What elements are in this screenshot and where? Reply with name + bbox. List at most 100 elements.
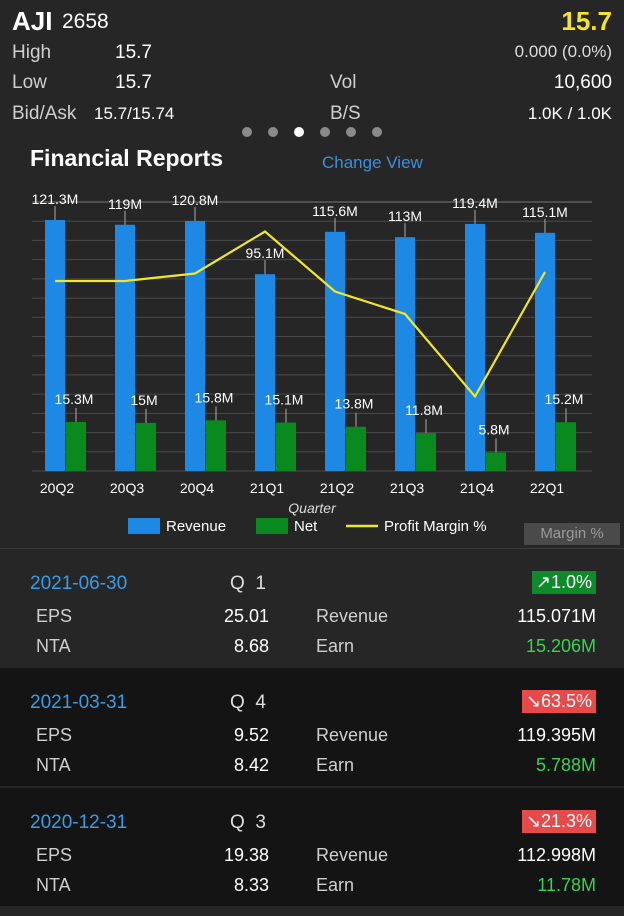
last-price: 15.7 (561, 6, 612, 36)
margin-toggle-button[interactable]: Margin % (524, 523, 620, 545)
revenue-data-label: 121.3M (32, 191, 79, 207)
earn-label: Earn (316, 636, 355, 656)
revenue-label: Revenue (316, 845, 389, 865)
revenue-bar (325, 231, 345, 471)
nta-label: NTA (36, 875, 71, 895)
earn-label: Earn (316, 875, 355, 895)
revenue-label: Revenue (316, 725, 389, 745)
earn-value: 11.78M (537, 875, 596, 895)
change-badge: ↘21.3% (521, 810, 596, 833)
report-date: 2021-03-31 (30, 692, 128, 713)
report-quarter: Q 3 (230, 812, 266, 833)
report-row[interactable]: 2021-06-30 Q 1 ↗1.0% EPS 25.01 Revenue 1… (0, 548, 624, 667)
category-tick-label: 20Q2 (40, 480, 74, 496)
bidask-value: 15.7/15.74 (94, 104, 175, 123)
revenue-data-label: 119M (108, 196, 142, 212)
revenue-data-label: 115.1M (522, 204, 568, 220)
earn-label: Earn (316, 755, 355, 775)
nta-value: 8.68 (233, 636, 269, 656)
revenue-value: 119.395M (517, 725, 596, 745)
eps-label: EPS (36, 606, 73, 626)
page-dot[interactable] (346, 127, 356, 137)
revenue-value: 115.071M (517, 606, 596, 626)
net-data-label: 11.8M (405, 402, 443, 418)
vol-label: Vol (330, 72, 357, 93)
legend-label-net: Net (294, 518, 318, 535)
net-data-label: 15.3M (55, 391, 94, 407)
bs-label: B/S (330, 103, 361, 124)
net-data-label: 15.1M (265, 392, 304, 408)
net-data-label: 5.8M (478, 421, 509, 437)
net-bar (136, 422, 156, 471)
x-axis-label: Quarter (288, 500, 337, 516)
eps-label: EPS (36, 845, 73, 865)
eps-value: 19.38 (223, 845, 269, 865)
net-bar (206, 420, 226, 471)
revenue-bar (255, 274, 275, 471)
net-bar (486, 452, 506, 471)
revenue-bar (535, 232, 555, 471)
report-date: 2020-12-31 (30, 812, 128, 833)
category-tick-label: 21Q1 (250, 480, 284, 496)
report-quarter: Q 4 (230, 692, 266, 713)
net-data-label: 15M (130, 392, 157, 408)
price-change: 0.000 (0.0%) (514, 42, 612, 61)
legend-swatch-net (256, 518, 288, 534)
legend-swatch-revenue (128, 518, 160, 534)
report-date: 2021-06-30 (30, 573, 128, 594)
profit-margin-line (55, 230, 546, 399)
vol-value: 10,600 (553, 72, 612, 93)
net-data-label: 13.8M (335, 396, 374, 412)
net-data-label: 15.8M (195, 389, 234, 405)
revenue-bar (465, 223, 485, 471)
revenue-bar (45, 220, 65, 471)
change-view-link[interactable]: Change View (322, 153, 423, 172)
net-bar (346, 426, 366, 471)
financial-chart: 121.3M 15.3M 20Q2 119M 15M 20Q3 120.8M 15.8M 20Q… (32, 191, 592, 535)
revenue-bar (185, 221, 205, 471)
change-badge: ↗1.0% (531, 571, 596, 594)
low-label: Low (12, 72, 47, 93)
eps-value: 25.01 (223, 606, 269, 626)
section-title: Financial Reports (30, 145, 223, 171)
earn-value: 5.788M (535, 755, 596, 775)
revenue-bar (395, 237, 415, 471)
revenue-data-label: 113M (388, 208, 422, 224)
nta-value: 8.33 (233, 875, 269, 895)
change-badge: ↘63.5% (521, 690, 596, 713)
category-tick-label: 20Q3 (110, 480, 144, 496)
page-dot[interactable] (372, 127, 382, 137)
revenue-data-label: 119.4M (452, 195, 498, 211)
revenue-label: Revenue (316, 606, 389, 626)
earn-value: 15.206M (525, 636, 596, 656)
high-label: High (12, 42, 52, 63)
page-dot[interactable] (268, 127, 278, 137)
report-row[interactable]: 2020-12-31 Q 3 ↘21.3% EPS 19.38 Revenue … (0, 788, 624, 906)
legend-label-revenue: Revenue (166, 518, 226, 535)
category-tick-label: 22Q1 (530, 480, 564, 496)
revenue-data-label: 115.6M (312, 203, 358, 219)
page-dot-active[interactable] (294, 127, 304, 137)
nta-label: NTA (36, 755, 71, 775)
stock-code: 2658 (62, 10, 109, 33)
page-indicator (0, 124, 624, 142)
page-dot[interactable] (242, 127, 252, 137)
eps-value: 9.52 (233, 725, 269, 745)
bidask-label: Bid/Ask (12, 103, 77, 124)
page-dot[interactable] (320, 127, 330, 137)
revenue-value: 112.998M (517, 845, 596, 865)
net-bar (416, 433, 436, 471)
category-tick-label: 20Q4 (180, 480, 214, 496)
net-bar (276, 422, 296, 471)
revenue-data-label: 95.1M (246, 245, 285, 261)
bs-value: 1.0K / 1.0K (527, 104, 612, 123)
revenue-data-label: 120.8M (172, 192, 219, 208)
category-tick-label: 21Q4 (460, 480, 494, 496)
revenue-bar (115, 224, 135, 471)
low-value: 15.7 (115, 72, 152, 93)
report-quarter: Q 1 (230, 573, 266, 594)
report-row[interactable]: 2021-03-31 Q 4 ↘63.5% EPS 9.52 Revenue 1… (0, 668, 624, 786)
eps-label: EPS (36, 725, 73, 745)
category-tick-label: 21Q3 (390, 480, 424, 496)
category-tick-label: 21Q2 (320, 480, 354, 496)
